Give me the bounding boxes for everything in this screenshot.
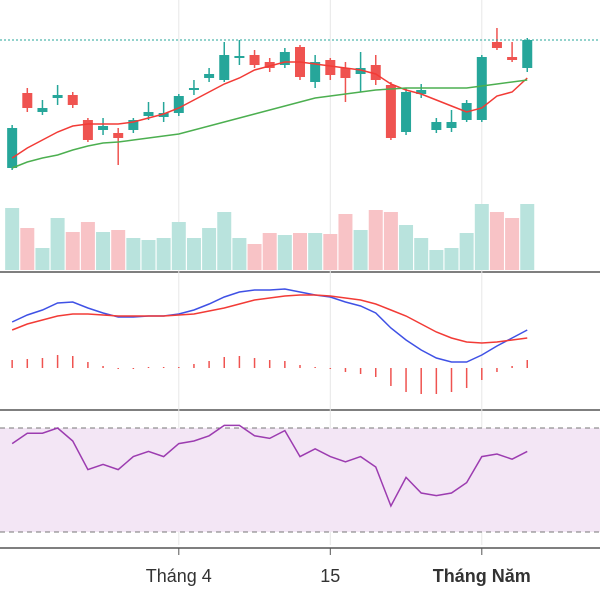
volume-bar [171,222,186,270]
x-tick-label: Tháng 4 [146,566,212,586]
volume-bar [474,204,489,270]
candle-body [219,55,230,80]
volume-bar [96,232,111,270]
macd-line [11,294,528,344]
volume-bar [202,228,217,270]
candle-body [507,57,518,60]
volume-bar [338,214,353,270]
volume-bar [308,233,323,270]
volume-bar [156,238,171,270]
volume-bar [186,238,201,270]
volume-bar [126,238,141,270]
candle-body [249,55,260,65]
candle-body [22,93,33,108]
candle-body [128,120,139,130]
candle-body [158,113,169,117]
x-tick-label: Tháng Năm [433,566,531,586]
volume-bar [217,212,232,270]
volume-bar [489,212,504,270]
candle-body [385,85,396,138]
candle-body [476,57,487,120]
volume-bar [414,238,429,270]
candle-body [340,68,351,78]
candle-body [143,112,154,116]
candle-body [279,52,290,65]
candle-body [234,56,245,58]
volume-bar [520,204,535,270]
volume-bar [277,235,292,270]
candle-body [67,95,78,105]
volume-bar [293,233,307,270]
volume-bar [232,238,247,270]
macd-line [11,288,528,363]
candle-body [7,128,18,168]
volume-bar [35,248,50,270]
candle-body [522,40,533,68]
volume-bar [444,248,459,270]
candle-body [52,95,63,98]
candle-body [355,68,366,74]
candle-body [188,88,199,90]
volume-bar [399,225,414,270]
candle-body [491,42,502,48]
volume-bar [20,228,35,270]
candle-body [82,120,93,140]
rsi-line [11,424,528,508]
volume-bar [368,210,383,270]
rsi-band [0,428,600,532]
volume-bar [505,218,520,270]
candle-body [98,126,109,130]
volume-bar [429,250,444,270]
candle-body [431,122,442,130]
candle-body [264,62,275,68]
candle-body [370,65,381,80]
candle-body [310,62,321,82]
candle-body [401,92,412,132]
candle-body [325,60,336,75]
candle-body [204,74,215,78]
volume-bar [353,230,368,270]
volume-bar [111,230,126,270]
volume-bar [141,240,156,270]
volume-bar [5,208,20,270]
candle-body [37,108,48,112]
volume-bar [80,222,95,270]
volume-bar [50,218,65,270]
candle-body [416,90,427,94]
moving-average [11,79,528,169]
volume-bar [459,233,474,270]
candle-body [113,133,124,138]
x-tick-label: 15 [320,566,340,586]
candle-body [173,96,184,113]
volume-bar [65,232,80,270]
moving-average [11,61,528,159]
volume-bar [262,233,277,270]
volume-bar [247,244,262,270]
candle-body [446,122,457,128]
volume-bar [383,212,398,270]
volume-bar [323,234,338,270]
